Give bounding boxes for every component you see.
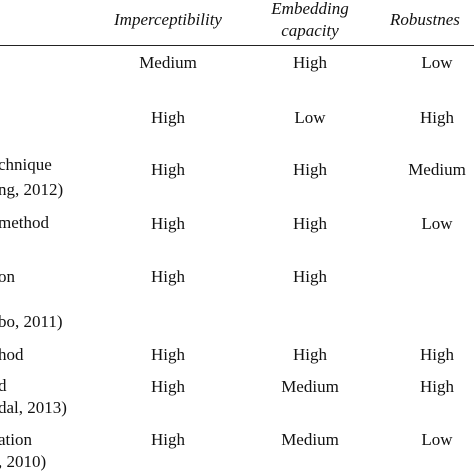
cell: Low bbox=[294, 108, 326, 127]
cell: Medium bbox=[281, 377, 339, 396]
row-label: d bbox=[0, 376, 7, 395]
cell: Medium bbox=[139, 53, 197, 72]
header-rule bbox=[0, 45, 474, 46]
row-label: bo, 2011) bbox=[0, 312, 63, 331]
row-label: dal, 2013) bbox=[0, 398, 67, 417]
header-cell: Imperceptibility bbox=[114, 10, 222, 29]
cell: Medium bbox=[408, 160, 466, 179]
cell: High bbox=[151, 430, 185, 449]
cell: High bbox=[293, 345, 327, 364]
cell: Low bbox=[421, 214, 453, 233]
row-label: ation bbox=[0, 430, 32, 449]
cell: High bbox=[151, 214, 185, 233]
row-label: , 2010) bbox=[0, 452, 47, 471]
cell: High bbox=[151, 160, 185, 179]
cell: High bbox=[420, 108, 454, 127]
row-label: ng, 2012) bbox=[0, 180, 64, 199]
cell: High bbox=[420, 377, 454, 396]
cell: High bbox=[293, 267, 327, 286]
cell: Medium bbox=[281, 430, 339, 449]
row-label: chnique bbox=[0, 155, 52, 174]
cell: High bbox=[420, 345, 454, 364]
cell: High bbox=[151, 108, 185, 127]
header-cell: Embedding bbox=[271, 0, 349, 18]
cell: High bbox=[293, 53, 327, 72]
cell: High bbox=[293, 214, 327, 233]
row-label: hod bbox=[0, 345, 24, 364]
cell: High bbox=[151, 267, 185, 286]
cell: High bbox=[151, 377, 185, 396]
header-cell: Robustnes bbox=[390, 10, 460, 29]
row-label: on bbox=[0, 267, 15, 286]
row-label: method bbox=[0, 213, 49, 232]
cell: High bbox=[151, 345, 185, 364]
header-cell: capacity bbox=[281, 21, 339, 40]
cell: High bbox=[293, 160, 327, 179]
cell: Low bbox=[421, 430, 453, 449]
cell: Low bbox=[421, 53, 453, 72]
